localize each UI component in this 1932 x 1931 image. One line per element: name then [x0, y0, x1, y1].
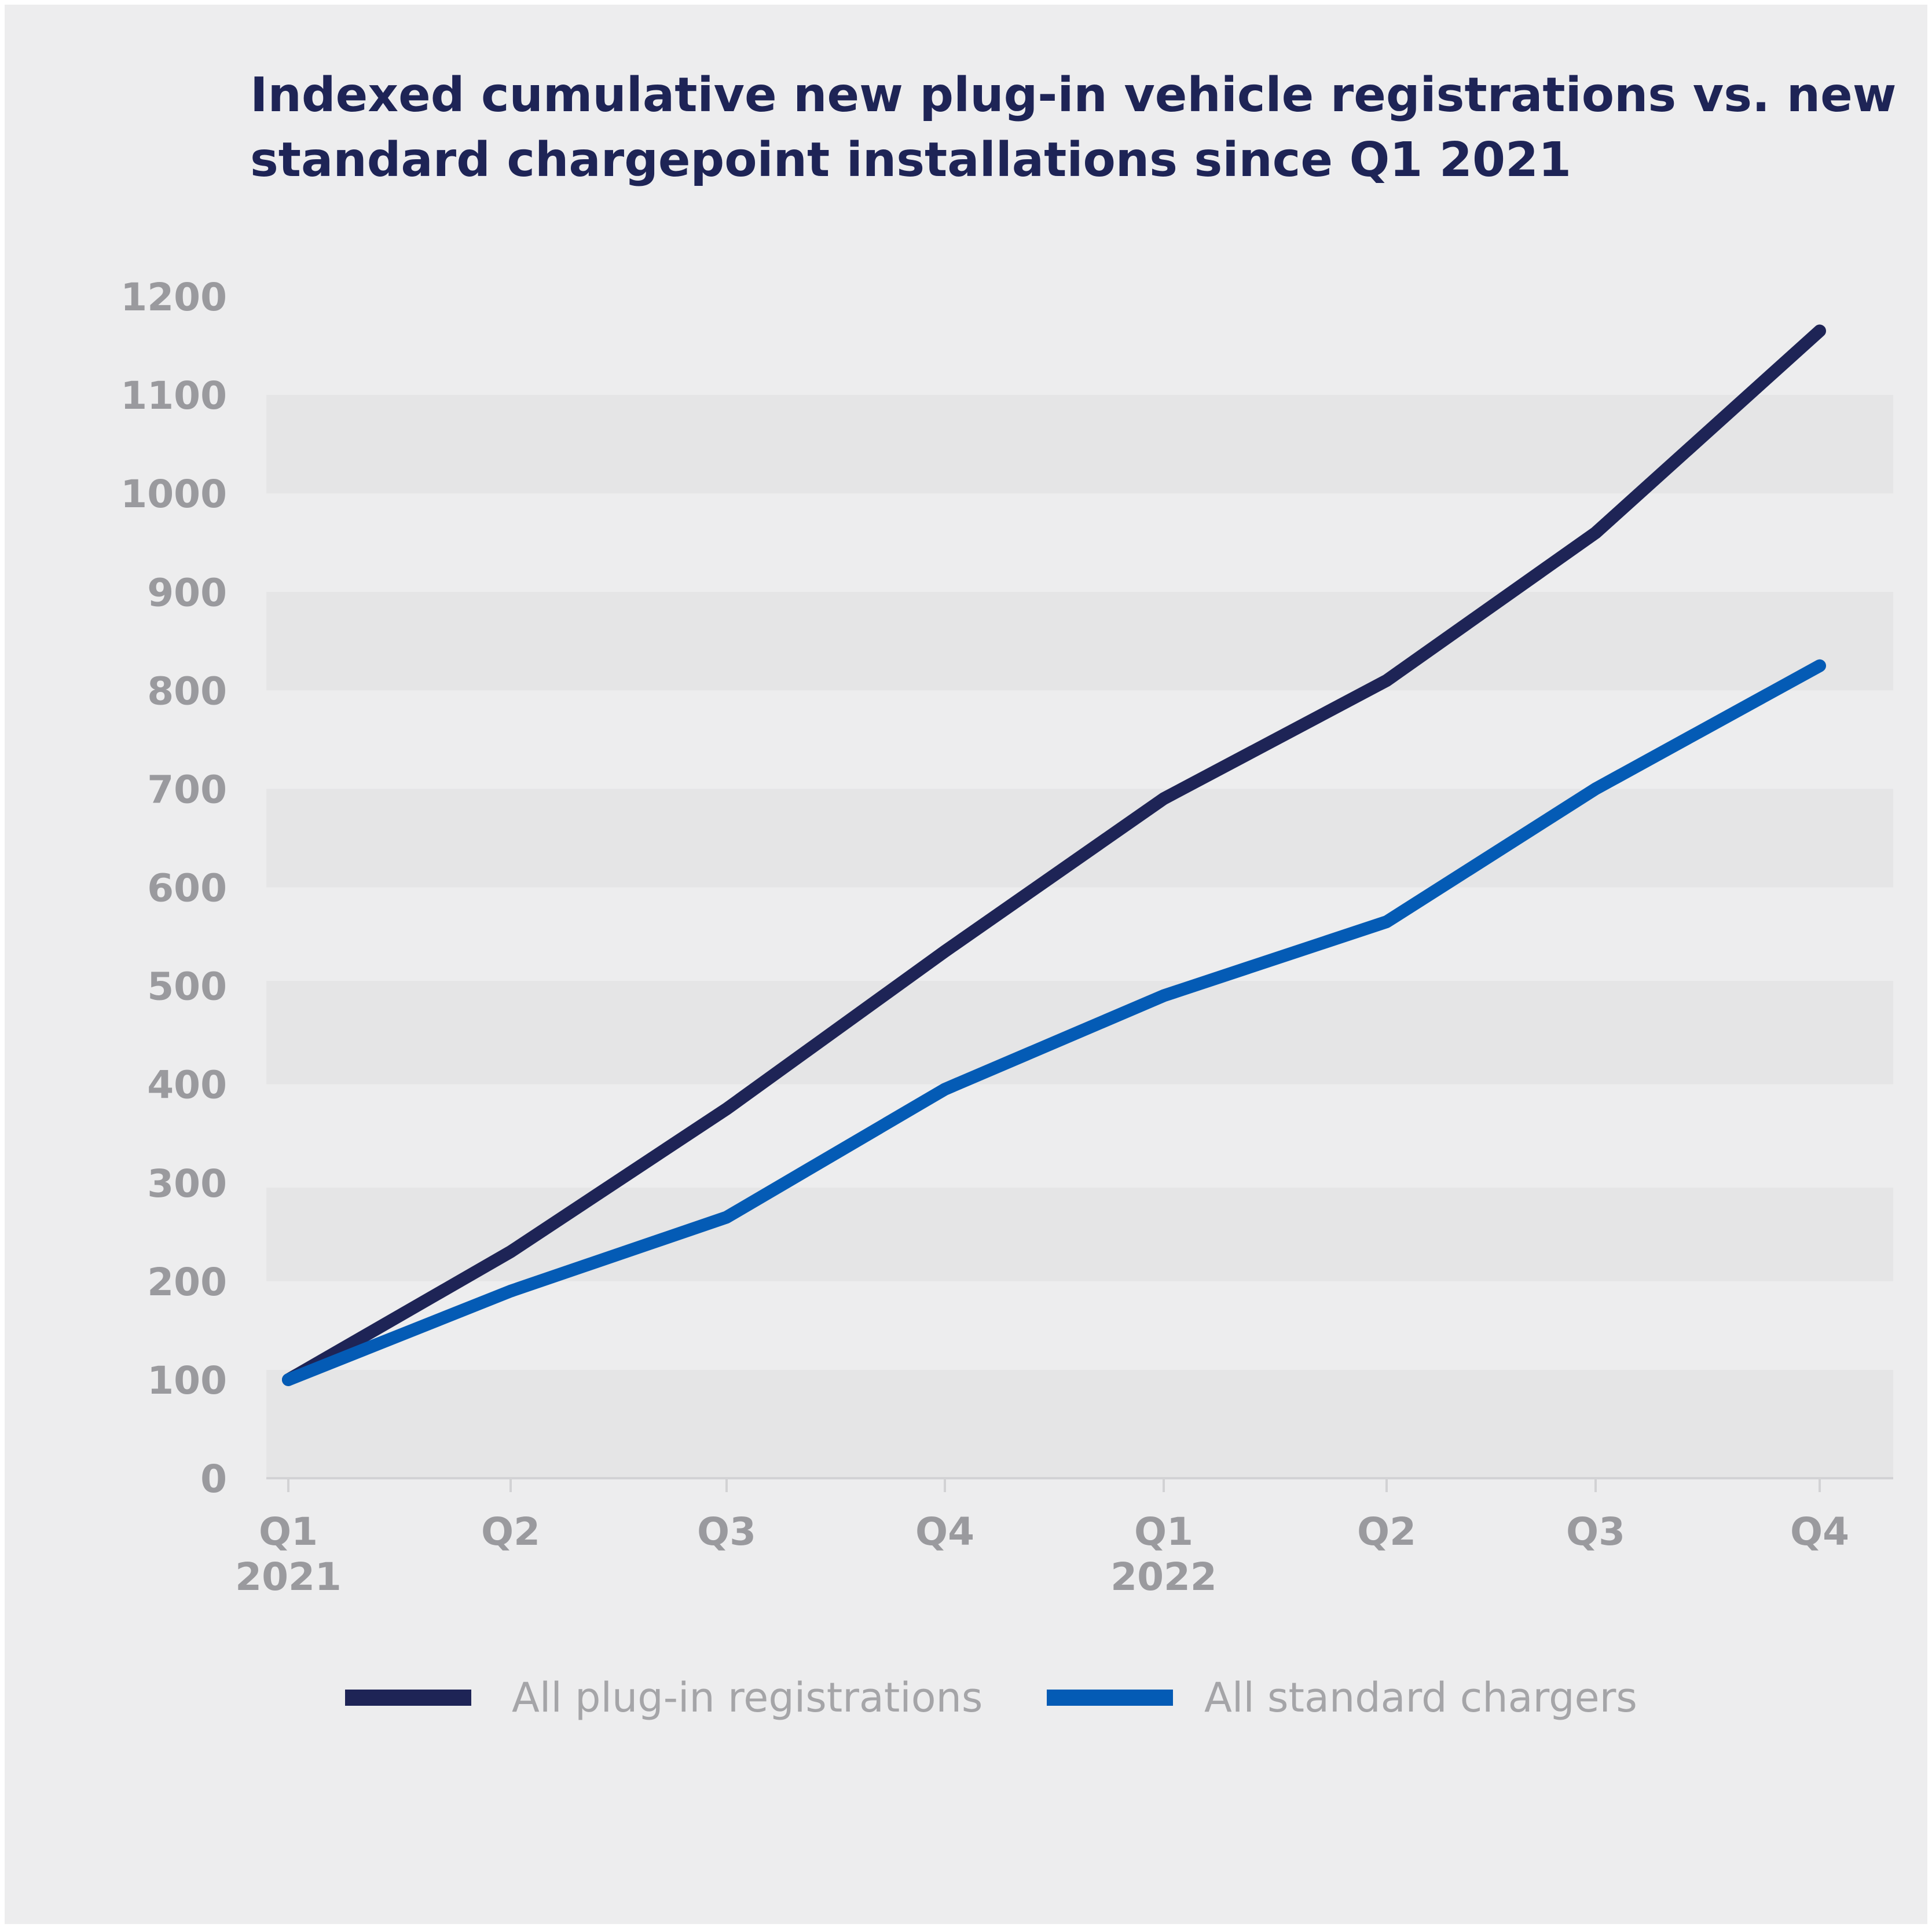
y-tick-label: 1100 [120, 373, 227, 418]
x-tick-label: Q3 [697, 1509, 756, 1554]
y-tick-label: 500 [147, 965, 227, 1009]
legend-swatch [1047, 1690, 1173, 1706]
x-tick-year-label: 2021 [235, 1555, 342, 1599]
x-tick-label: Q4 [915, 1509, 974, 1554]
series-lines [282, 324, 1826, 1386]
grid-band [266, 1188, 1893, 1281]
y-tick-label: 1200 [120, 275, 227, 320]
y-tick-label: 200 [147, 1260, 227, 1305]
grid-band [266, 1369, 1893, 1478]
legend-item: All plug-in registrations [345, 1674, 983, 1721]
x-tick-label: Q2 [481, 1509, 540, 1554]
y-tick-label: 800 [147, 669, 227, 713]
chart-title-line-1: Indexed cumulative new plug-in vehicle r… [250, 68, 1897, 123]
legend-swatch [345, 1690, 471, 1706]
series-line-1 [282, 324, 1826, 1386]
legend-label: All standard chargers [1204, 1674, 1637, 1721]
chart-background [5, 5, 1927, 1924]
x-tick-label: Q3 [1566, 1509, 1625, 1554]
y-tick-label: 0 [200, 1457, 227, 1501]
legend: All plug-in registrations All standard ch… [345, 1674, 1637, 1721]
legend-label: All plug-in registrations [512, 1674, 983, 1721]
grid-band [266, 395, 1893, 494]
chart-title: Indexed cumulative new plug-in vehicle r… [250, 68, 1897, 188]
x-tick-label: Q4 [1790, 1509, 1849, 1554]
grid-band [266, 789, 1893, 888]
x-tick-label: Q1 [259, 1509, 318, 1554]
x-tick-label: Q1 [1134, 1509, 1193, 1554]
y-tick-label: 100 [147, 1358, 227, 1403]
grid-bands [266, 395, 1893, 1478]
x-tick-label: Q2 [1357, 1509, 1416, 1554]
chart-title-line-2: standard chargepoint installations since… [250, 133, 1571, 188]
series-line-2 [282, 659, 1826, 1386]
y-tick-label: 900 [147, 570, 227, 615]
x-tick-year-label: 2022 [1110, 1555, 1217, 1599]
y-tick-label: 600 [147, 866, 227, 911]
y-tick-label: 700 [147, 767, 227, 812]
legend-item: All standard chargers [1047, 1674, 1637, 1721]
y-axis-ticks: 0 100 200 300 400 500 600 700 800 900 1000 1100 1200 [120, 275, 227, 1501]
y-tick-label: 400 [147, 1063, 227, 1108]
y-tick-label: 300 [147, 1161, 227, 1206]
grid-band [266, 592, 1893, 691]
y-tick-label: 1000 [120, 472, 227, 516]
